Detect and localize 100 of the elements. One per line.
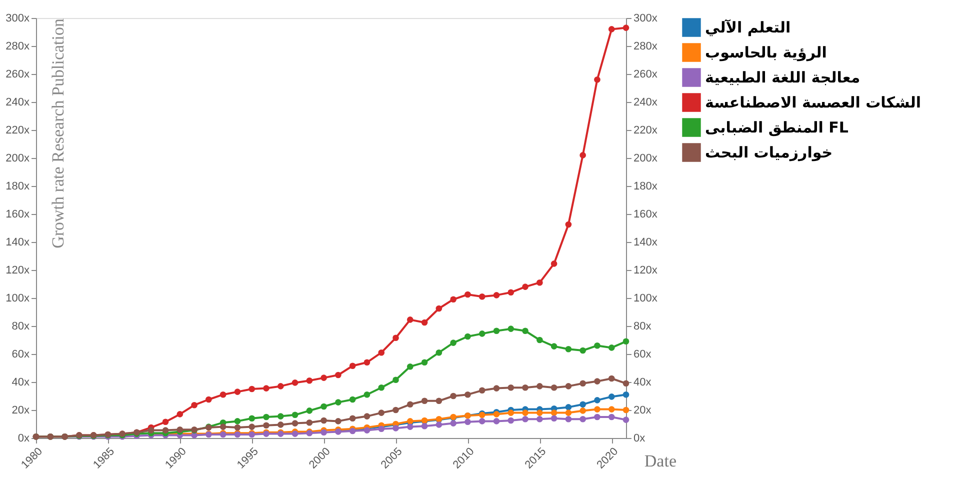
point <box>176 426 184 433</box>
point <box>349 362 356 370</box>
point <box>248 424 256 430</box>
y-axis-title: Growth rate Research Publication <box>48 18 68 248</box>
point <box>580 152 586 158</box>
y-tick-label: 60x <box>12 348 30 360</box>
point <box>406 424 414 430</box>
point <box>234 418 241 424</box>
point <box>608 394 615 400</box>
point <box>248 386 256 392</box>
y2-tick-label: 100x <box>634 292 658 304</box>
y2-tick-label: 160x <box>634 208 658 220</box>
point <box>364 359 370 366</box>
point <box>536 410 543 416</box>
legend-label: الشكات العصسة الاصطناعسة <box>705 94 922 112</box>
point <box>406 401 414 408</box>
point <box>478 330 486 337</box>
point <box>450 296 456 303</box>
point <box>565 383 572 390</box>
point <box>378 349 385 356</box>
point <box>594 397 600 404</box>
y-tick-label: 160x <box>6 208 30 220</box>
point <box>335 399 342 406</box>
point <box>450 420 456 426</box>
y2-tick-label: 60x <box>634 348 652 360</box>
y-tick-label: 180x <box>6 180 30 192</box>
point <box>522 384 528 391</box>
point <box>406 363 414 370</box>
point <box>536 383 543 390</box>
point <box>320 374 327 381</box>
point <box>493 385 500 392</box>
point <box>320 429 327 436</box>
point <box>162 427 169 434</box>
point <box>508 384 514 391</box>
y2-tick-label: 120x <box>634 264 658 276</box>
legend-label: خوارزميات البحث <box>705 144 833 162</box>
y2-tick-label: 40x <box>634 376 652 388</box>
y-tick-label: 300x <box>6 12 30 24</box>
point <box>406 316 414 323</box>
point <box>508 289 514 296</box>
point <box>580 347 586 354</box>
point <box>191 402 198 408</box>
point <box>594 76 600 83</box>
point <box>594 342 600 349</box>
point <box>292 380 298 386</box>
point <box>580 408 586 414</box>
point <box>220 424 226 430</box>
y2-tick-label: 300x <box>634 12 658 24</box>
point <box>378 384 385 391</box>
point <box>522 416 528 422</box>
point <box>263 422 270 429</box>
point <box>436 349 442 356</box>
y-tick-label: 200x <box>6 152 30 164</box>
y-tick-label: 80x <box>12 320 30 332</box>
legend-label: التعلم الآلي <box>705 18 791 36</box>
point <box>508 326 514 332</box>
point <box>550 343 558 350</box>
point <box>550 384 558 391</box>
point <box>608 375 615 382</box>
legend-label: الرؤية بالحاسوب <box>705 44 827 62</box>
y2-tick-label: 280x <box>634 40 658 52</box>
legend-label: المنطق الضبابى FL <box>705 118 849 136</box>
point <box>565 404 572 410</box>
point <box>594 378 600 384</box>
point <box>450 392 456 400</box>
point <box>234 424 241 431</box>
y2-tick-label: 220x <box>634 124 658 136</box>
point <box>148 427 154 434</box>
point <box>320 403 327 410</box>
point <box>536 416 543 422</box>
point <box>478 418 486 424</box>
point <box>306 377 313 384</box>
point <box>622 406 630 414</box>
point <box>392 406 399 414</box>
point <box>622 24 630 31</box>
point <box>162 418 169 426</box>
point <box>292 420 298 426</box>
point <box>320 417 327 424</box>
point <box>392 376 399 384</box>
point <box>263 385 270 392</box>
point <box>234 388 241 395</box>
point <box>522 328 528 334</box>
point <box>493 411 500 418</box>
point <box>536 336 543 344</box>
point <box>392 425 399 432</box>
point <box>550 260 558 267</box>
point <box>464 418 471 426</box>
y2-tick-label: 260x <box>634 68 658 80</box>
point <box>464 291 471 298</box>
y2-tick-label: 240x <box>634 96 658 108</box>
y-tick-label: 220x <box>6 124 30 136</box>
point <box>263 414 270 420</box>
point <box>580 401 586 408</box>
y2-tick-label: 20x <box>634 404 652 416</box>
point <box>392 334 399 342</box>
y-tick-label: 260x <box>6 68 30 80</box>
point <box>565 410 572 416</box>
point <box>335 372 342 378</box>
point <box>508 417 514 424</box>
point <box>594 406 600 412</box>
